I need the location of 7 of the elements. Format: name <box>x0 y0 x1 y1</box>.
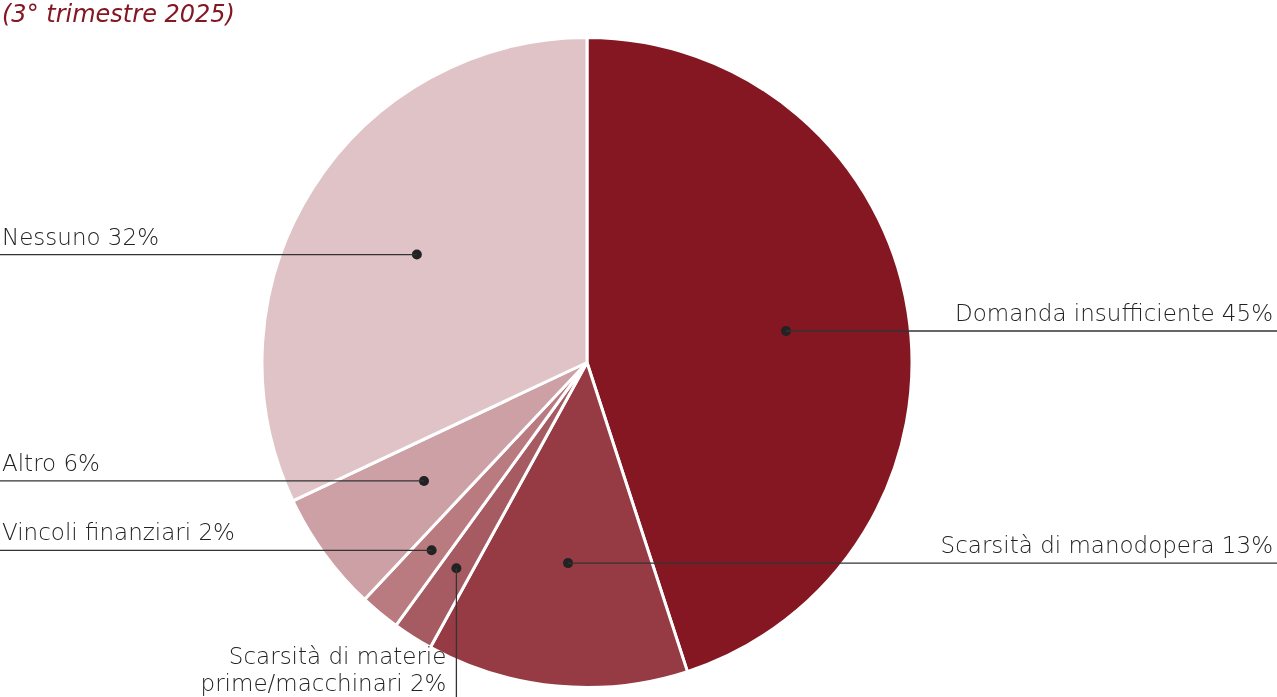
slice-label: Nessuno 32% <box>2 223 159 250</box>
chart-title: (3° trimestre 2025) <box>2 0 235 28</box>
slice-label: Altro 6% <box>2 449 100 476</box>
slice-label: Domanda insufficiente 45% <box>955 299 1273 326</box>
slice-label: Scarsità di manodopera 13% <box>940 532 1273 559</box>
slice-label: Scarsità di materie prime/macchinari 2% <box>200 643 447 696</box>
slice-label: Vincoli finanziari 2% <box>2 519 235 546</box>
